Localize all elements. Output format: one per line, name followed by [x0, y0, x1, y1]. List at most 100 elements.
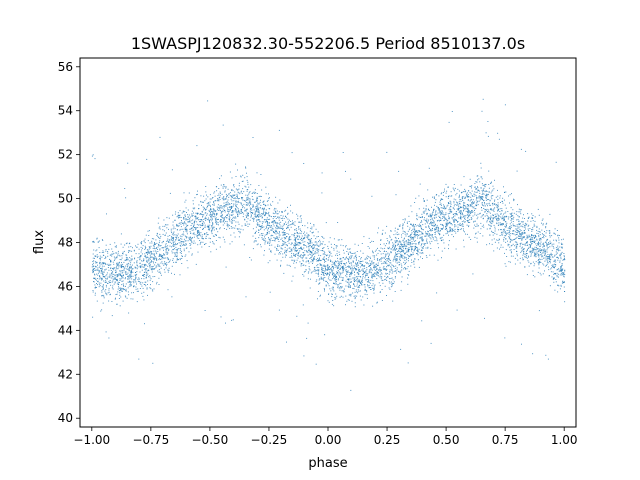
data-point	[345, 275, 347, 277]
data-point	[248, 186, 250, 188]
data-point	[249, 199, 251, 201]
data-point	[178, 215, 180, 217]
data-point	[380, 260, 382, 262]
data-point	[493, 188, 495, 190]
data-point	[191, 214, 193, 216]
data-point	[151, 238, 153, 240]
data-point	[229, 218, 230, 220]
data-point	[394, 254, 396, 256]
data-point	[331, 246, 333, 248]
data-point	[192, 207, 194, 209]
data-point	[365, 270, 367, 272]
data-point	[213, 204, 215, 206]
data-point	[298, 238, 300, 240]
data-point	[542, 223, 544, 225]
data-point	[419, 241, 421, 243]
data-point	[275, 196, 277, 198]
data-point	[238, 230, 240, 232]
data-point	[175, 261, 177, 263]
data-point	[298, 244, 300, 246]
data-point	[304, 271, 306, 272]
data-point	[458, 197, 460, 199]
data-point	[201, 211, 203, 213]
data-point	[159, 233, 161, 235]
data-point	[166, 262, 168, 264]
data-point	[330, 279, 332, 281]
data-point	[512, 243, 514, 245]
data-point	[112, 285, 114, 287]
data-point	[116, 268, 118, 270]
data-point	[464, 218, 466, 220]
data-point	[361, 265, 363, 267]
data-point	[460, 218, 462, 220]
data-point	[149, 265, 151, 267]
data-point	[557, 257, 559, 259]
data-point	[466, 196, 468, 198]
data-point	[158, 243, 159, 245]
data-point	[162, 255, 164, 257]
data-point	[517, 204, 518, 206]
data-point	[498, 222, 500, 224]
data-point	[470, 217, 472, 218]
data-point	[257, 210, 259, 212]
data-point	[532, 249, 533, 251]
data-point	[291, 242, 292, 244]
data-point	[394, 256, 396, 258]
data-point	[96, 279, 98, 281]
data-point	[166, 265, 167, 267]
data-point	[153, 238, 155, 240]
data-point	[411, 246, 413, 248]
data-point	[499, 222, 501, 224]
data-point	[300, 233, 302, 235]
data-point	[439, 201, 441, 203]
data-point	[497, 240, 499, 241]
data-point	[563, 276, 565, 278]
data-point	[465, 197, 466, 199]
data-point	[325, 222, 327, 224]
data-point	[299, 238, 301, 240]
data-point	[483, 190, 484, 192]
data-point	[183, 192, 185, 194]
data-point	[113, 256, 115, 258]
data-point	[487, 211, 489, 213]
data-point	[391, 285, 393, 287]
data-point	[192, 219, 194, 221]
data-point	[411, 247, 413, 249]
data-point	[429, 234, 431, 236]
data-point	[282, 228, 283, 230]
data-point	[205, 235, 207, 237]
data-point	[360, 261, 362, 263]
data-point	[114, 258, 116, 260]
data-point	[409, 244, 411, 246]
data-point	[215, 218, 217, 220]
data-point	[302, 257, 304, 258]
data-point	[247, 202, 249, 204]
data-point	[384, 285, 386, 287]
data-point	[456, 214, 458, 216]
data-point	[366, 274, 368, 276]
data-point	[367, 273, 369, 275]
data-point	[322, 258, 324, 260]
data-point	[132, 247, 133, 249]
data-point	[491, 209, 493, 211]
data-point	[105, 292, 107, 294]
data-point	[151, 289, 153, 291]
data-point	[432, 224, 434, 226]
data-point	[323, 259, 324, 260]
data-point	[398, 245, 400, 247]
data-point	[385, 262, 387, 264]
data-point	[404, 233, 406, 235]
data-point	[339, 289, 341, 291]
data-point	[265, 240, 267, 242]
data-point	[132, 268, 134, 270]
data-point	[333, 247, 335, 249]
data-point	[432, 214, 434, 216]
data-point	[509, 227, 511, 229]
data-point	[165, 224, 167, 226]
data-point	[399, 251, 401, 253]
data-point	[238, 202, 240, 203]
data-point	[402, 228, 404, 230]
data-point	[201, 237, 203, 239]
data-point	[561, 270, 562, 272]
data-point	[367, 246, 369, 247]
